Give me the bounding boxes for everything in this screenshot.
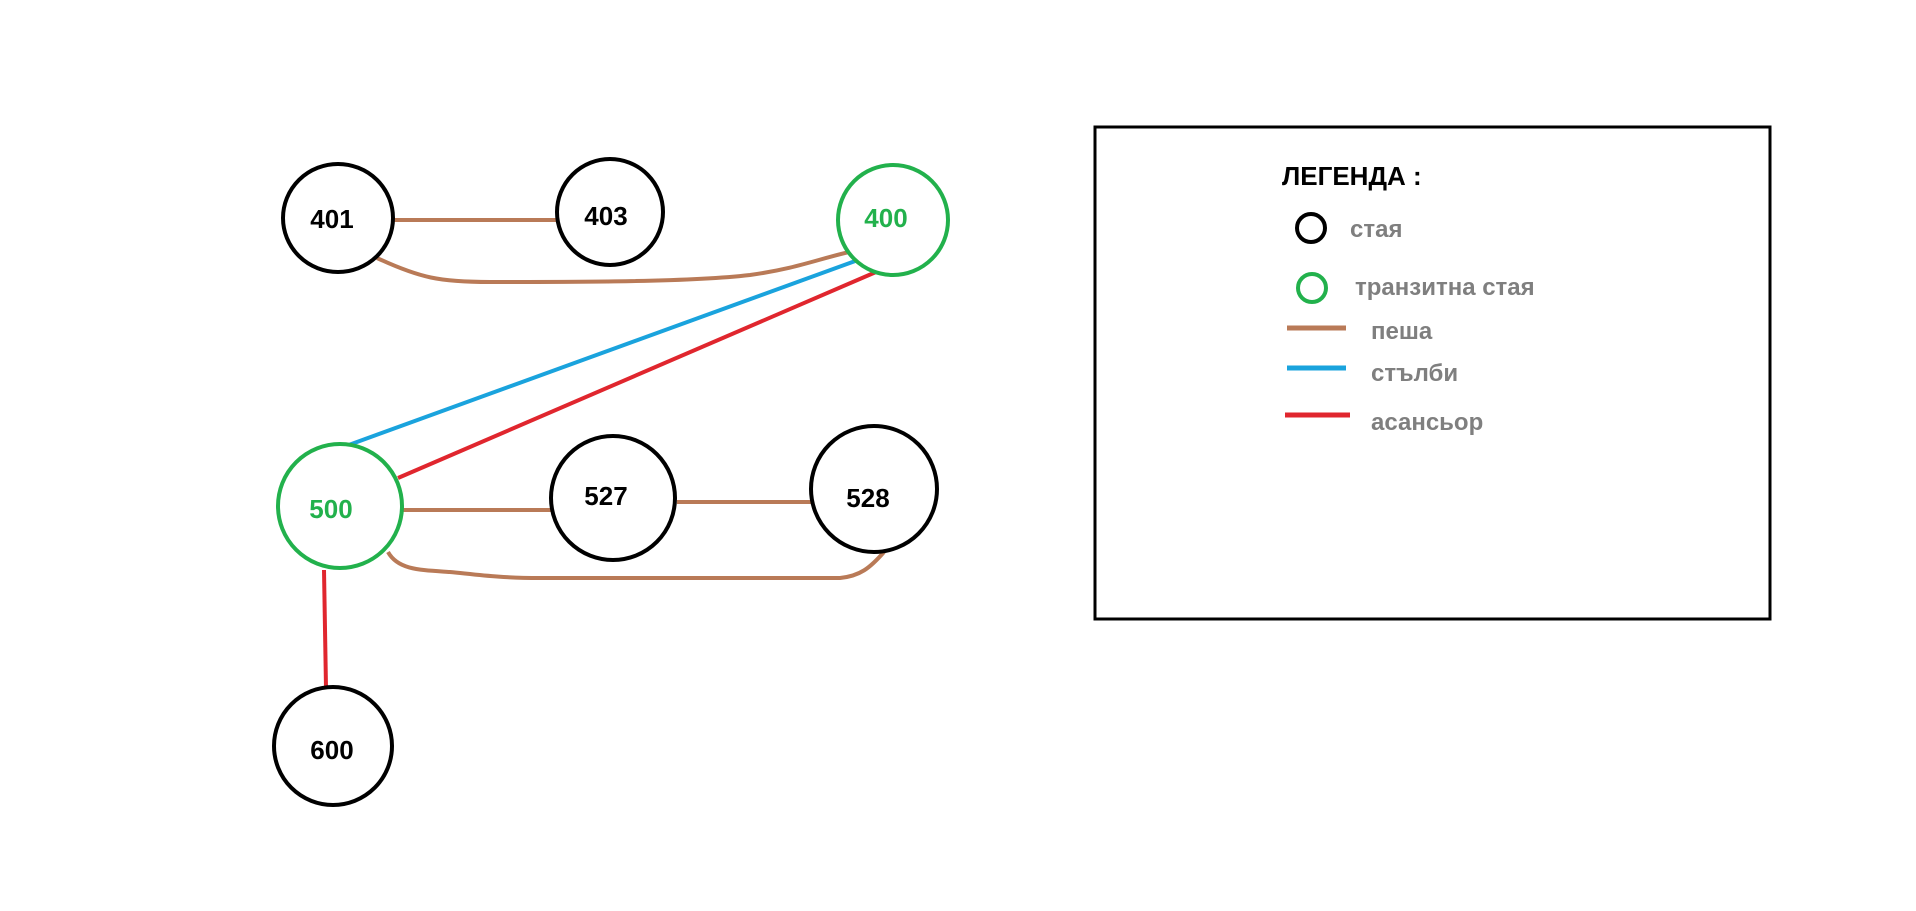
legend-elevator-label: асансьор xyxy=(1371,409,1483,436)
nodes: 401 403 400 500 527 528 600 xyxy=(272,157,950,807)
legend-frame xyxy=(1093,125,1772,621)
legend: ЛЕГЕНДА : стая транзитна стая пеша стълб… xyxy=(1093,125,1772,621)
node-circle xyxy=(272,685,394,807)
node-label: 528 xyxy=(846,483,889,513)
node-circle xyxy=(836,163,950,277)
node-600: 600 xyxy=(272,685,394,807)
legend-room-icon xyxy=(1295,212,1327,244)
legend-room-label: стая xyxy=(1350,216,1402,243)
node-circle xyxy=(555,157,665,267)
node-label: 600 xyxy=(310,735,353,765)
edge-500-600-elevator xyxy=(322,569,328,689)
node-528: 528 xyxy=(809,424,939,554)
legend-transit-room-label: транзитна стая xyxy=(1355,274,1535,301)
legend-title: ЛЕГЕНДА : xyxy=(1282,161,1422,191)
edges xyxy=(322,218,886,689)
edge-401-400-walk xyxy=(376,248,859,285)
node-label: 527 xyxy=(584,481,627,511)
node-label: 400 xyxy=(864,203,907,233)
node-500: 500 xyxy=(276,442,404,570)
node-label: 403 xyxy=(584,201,627,231)
node-circle xyxy=(809,424,939,554)
legend-transit-room-icon xyxy=(1296,272,1328,304)
node-403: 403 xyxy=(555,157,665,267)
legend-walk-label: пеша xyxy=(1371,318,1433,345)
node-400: 400 xyxy=(836,163,950,277)
node-circle xyxy=(281,162,395,274)
edge-400-500-stairs xyxy=(345,258,859,448)
legend-stairs-label: стълби xyxy=(1371,360,1458,387)
node-527: 527 xyxy=(549,434,677,562)
node-label: 401 xyxy=(310,204,353,234)
node-label: 500 xyxy=(309,494,352,524)
edge-500-528-walk xyxy=(386,550,886,580)
node-circle xyxy=(549,434,677,562)
edge-400-500-elevator xyxy=(397,270,877,480)
node-401: 401 xyxy=(281,162,395,274)
node-circle xyxy=(276,442,404,570)
